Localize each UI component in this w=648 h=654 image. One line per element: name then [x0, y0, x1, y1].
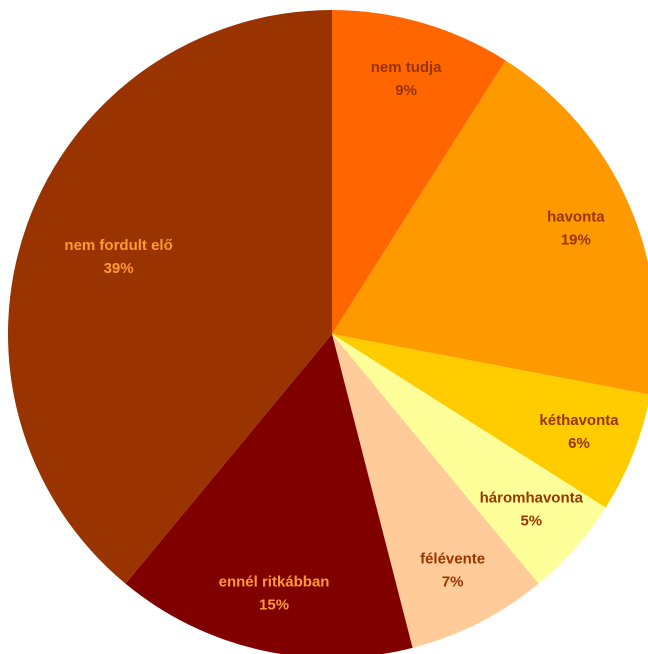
slice-value-label: 5% — [520, 513, 542, 530]
slice-value-label: 9% — [395, 82, 417, 99]
slice-value-label: 39% — [104, 260, 134, 277]
slice-label: havonta — [547, 208, 605, 225]
slice-value-label: 19% — [561, 231, 591, 248]
pie-slice — [332, 10, 506, 334]
slice-label: háromhavonta — [480, 490, 584, 507]
slice-label: ennél ritkábban — [219, 573, 330, 590]
slice-value-label: 6% — [568, 435, 590, 452]
slice-value-label: 7% — [442, 574, 464, 591]
slice-label: nem fordult elő — [64, 237, 172, 254]
pie-slice — [332, 334, 606, 584]
slice-label: kéthavonta — [539, 412, 619, 429]
pie-slice — [332, 334, 648, 508]
pie-slice — [332, 334, 539, 648]
pie-slice — [332, 60, 648, 395]
pie-slice — [7, 10, 332, 584]
slice-label: félévente — [420, 551, 485, 568]
pie-slice — [125, 334, 413, 654]
slice-value-label: 15% — [259, 596, 289, 613]
slice-label: nem tudja — [371, 59, 442, 76]
